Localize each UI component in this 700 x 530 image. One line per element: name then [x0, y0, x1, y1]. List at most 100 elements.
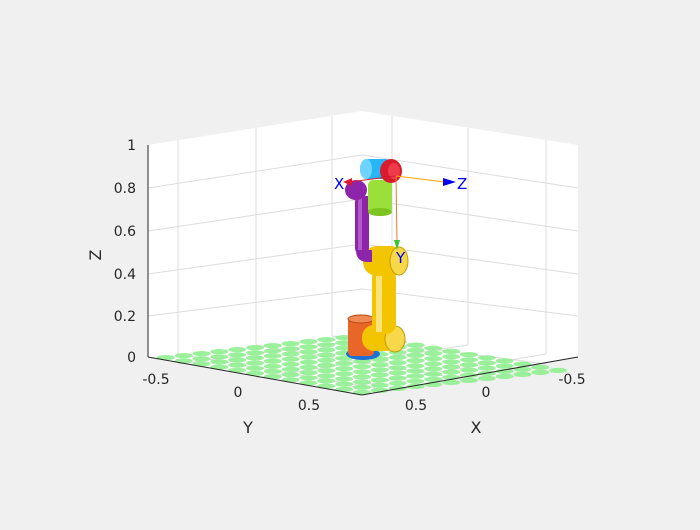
ground-tiles [156, 333, 568, 395]
ground-tile [317, 357, 336, 363]
z-tick-0: 0 [127, 350, 136, 366]
ground-tile [406, 347, 425, 353]
ground-tile [370, 387, 389, 393]
ground-tile [281, 372, 300, 378]
ground-tile [460, 357, 478, 363]
ground-tile [442, 348, 461, 354]
ground-tile [495, 363, 514, 369]
y-axis-ticks: -0.5 0 0.5 [142, 372, 320, 414]
ground-tile [317, 378, 336, 384]
end-effector-frame: X Z Y [334, 175, 467, 267]
ground-tile [424, 361, 443, 367]
z-tick-5: 1 [127, 138, 136, 154]
ground-tile [388, 370, 407, 376]
ground-tile [370, 367, 389, 373]
ground-tile [442, 354, 461, 360]
ground-tile [549, 367, 568, 373]
z-tick-2: 0.4 [114, 267, 136, 283]
ground-tile [299, 354, 318, 360]
ground-tile [281, 366, 300, 372]
ground-tile [299, 349, 318, 355]
ground-tile [424, 366, 443, 372]
ground-tile [335, 360, 354, 366]
ground-tile [388, 375, 407, 381]
ground-tile [210, 349, 229, 355]
ground-tile [335, 371, 354, 377]
ground-tile [353, 374, 371, 380]
ground-tile [246, 355, 264, 361]
ground-tile [299, 375, 318, 381]
ground-tile [210, 359, 229, 365]
x-tick-2: 0.5 [405, 398, 427, 414]
frame-y-arrow [394, 240, 400, 250]
ground-tile [299, 370, 318, 376]
ground-tile [281, 346, 300, 352]
ground-tile [460, 367, 478, 373]
ground-tile [263, 353, 282, 359]
ground-tile [406, 368, 425, 374]
ground-tile [406, 373, 425, 379]
ground-tile [531, 364, 550, 370]
ground-tile [210, 354, 229, 360]
ground-tile [246, 350, 264, 356]
ground-tile [353, 358, 371, 364]
ground-tile [299, 339, 318, 345]
x-axis-ticks: -0.5 0 0.5 [405, 372, 586, 414]
ground-tile [317, 337, 336, 343]
back-wall-left [147, 111, 363, 357]
ground-tile [317, 373, 336, 379]
ground-tile [442, 379, 461, 385]
ground-tile [228, 352, 247, 358]
ground-tile [495, 368, 514, 374]
ground-tile [353, 364, 371, 370]
y-axis-label: Y [242, 418, 253, 437]
y-tick-2: 0.5 [298, 398, 320, 414]
ground-tile [299, 359, 318, 365]
ground-tile [460, 352, 478, 358]
ground-tile [370, 362, 389, 368]
z-tick-3: 0.6 [114, 224, 136, 240]
ground-tile [460, 362, 478, 368]
ground-tile [317, 342, 336, 348]
ground-tile [477, 365, 496, 371]
x-tick-0: -0.5 [558, 372, 585, 388]
ground-tile [281, 351, 300, 357]
ground-tile [388, 380, 407, 386]
ground-tile [424, 371, 443, 377]
ground-tile [513, 361, 532, 367]
ground-tile [370, 377, 389, 383]
frame-z-arrow [443, 178, 456, 186]
ground-tile [442, 359, 461, 365]
ground-tile [317, 347, 336, 353]
ground-tile [406, 342, 425, 348]
x-axis-label: X [471, 418, 482, 437]
ground-tile [281, 361, 300, 367]
ground-tile [370, 372, 389, 378]
frame-label-x: X [334, 175, 344, 193]
ground-tile [263, 343, 282, 349]
ground-tile [192, 356, 211, 362]
ground-tile [388, 365, 407, 371]
ground-tile [406, 363, 425, 369]
ground-tile [263, 358, 282, 364]
wrist-2 [368, 180, 392, 214]
ground-tile [317, 368, 336, 374]
ground-tile [460, 377, 478, 383]
ground-tile [246, 365, 264, 371]
ground-tile [299, 344, 318, 350]
z-tick-4: 0.8 [114, 181, 136, 197]
ground-tile [317, 362, 336, 368]
ground-tile [406, 352, 425, 358]
ground-tile [477, 375, 496, 381]
ground-tile [317, 352, 336, 358]
ground-tile [335, 366, 354, 372]
ground-tile [335, 376, 354, 382]
ground-tile [228, 347, 247, 353]
z-axis-label: Z [86, 249, 105, 260]
ground-tile [263, 348, 282, 354]
ground-tile [192, 351, 211, 357]
y-tick-1: 0 [234, 385, 243, 401]
ground-tile [424, 356, 443, 362]
ground-tile [174, 353, 193, 359]
